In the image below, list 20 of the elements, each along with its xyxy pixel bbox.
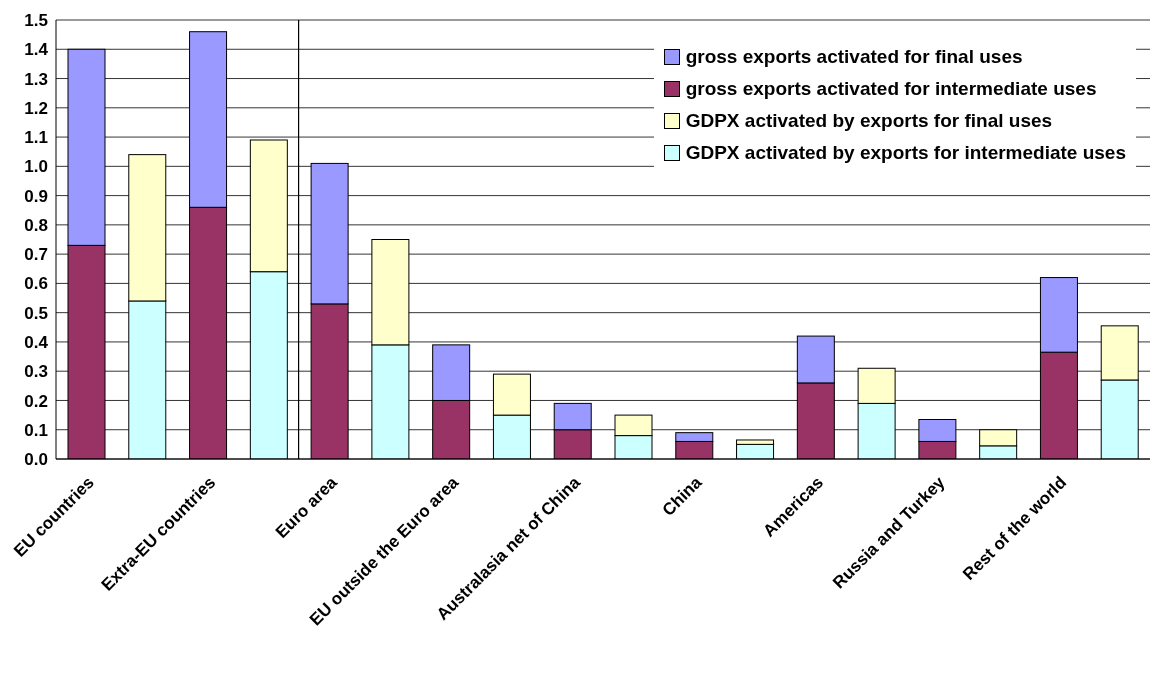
y-tick-label: 1.4 — [24, 40, 49, 60]
legend-label: gross exports activated for intermediate uses — [685, 78, 1097, 100]
y-tick-label: 0.2 — [24, 391, 48, 411]
y-tick-label: 0.7 — [24, 245, 48, 265]
y-tick-label: 1.3 — [24, 69, 48, 89]
legend-label: gross exports activated for final uses — [685, 46, 1023, 68]
y-tick-label: 0.6 — [24, 274, 48, 294]
y-tick-label: 0.3 — [24, 362, 48, 382]
y-tick-label: 1.1 — [24, 128, 48, 148]
y-tick-label: 0.4 — [24, 332, 49, 352]
y-tick-label: 0.1 — [24, 420, 48, 440]
y-tick-label: 0.5 — [24, 303, 48, 323]
y-tick-label: 1.5 — [24, 11, 48, 31]
legend-label: GDPX activated by exports for final uses — [685, 110, 1053, 132]
y-tick-label: 0.9 — [24, 186, 48, 206]
y-tick-label: 0.0 — [24, 450, 48, 470]
legend-label: GDPX activated by exports for intermediate uses — [685, 142, 1126, 164]
y-tick-label: 1.2 — [24, 98, 48, 118]
y-tick-label: 1.0 — [24, 157, 48, 177]
y-tick-label: 0.8 — [24, 215, 48, 235]
